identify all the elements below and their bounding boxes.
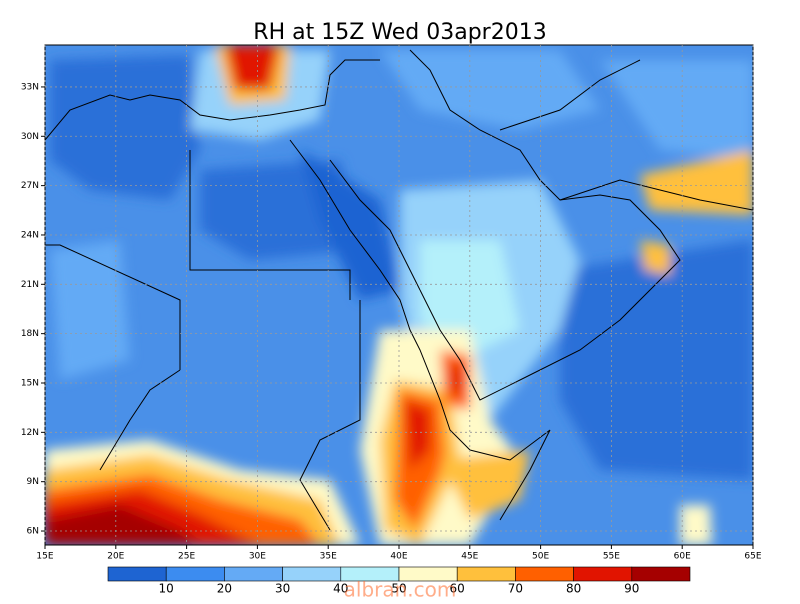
lat-tick-label: 6N	[27, 527, 39, 537]
lat-tick-label: 9N	[27, 477, 39, 487]
lat-tick-label: 33N	[21, 82, 39, 92]
lat-tick-label: 30N	[21, 132, 39, 142]
colorbar-box	[456, 566, 516, 582]
lon-tick-label: 40E	[390, 552, 407, 562]
lat-tick-label: 24N	[21, 230, 39, 240]
colorbar-label: 30	[275, 582, 290, 596]
lat-tick-label: 12N	[21, 428, 39, 438]
colorbar-box	[282, 566, 342, 582]
colorbar-label: 80	[566, 582, 581, 596]
colorbar-label: 50	[391, 582, 406, 596]
colorbar-label: 40	[333, 582, 348, 596]
colorbar-label: 20	[217, 582, 232, 596]
colorbar-box	[573, 566, 633, 582]
colorbar-box	[107, 566, 167, 582]
lon-tick-label: 30E	[249, 552, 266, 562]
lon-tick-label: 50E	[532, 552, 549, 562]
lon-tick-label: 55E	[603, 552, 620, 562]
lon-tick-label: 20E	[107, 552, 124, 562]
colorbar-box	[631, 566, 691, 582]
lat-tick-label: 21N	[21, 280, 39, 290]
map-title: RH at 15Z Wed 03apr2013	[253, 20, 546, 45]
lat-tick-label: 27N	[21, 181, 39, 191]
lat-tick-label: 15N	[21, 378, 39, 388]
colorbar-label: 60	[450, 582, 465, 596]
coastlines	[45, 49, 753, 531]
watermark: albran.com	[344, 578, 457, 601]
lat-tick-label: 18N	[21, 329, 39, 339]
lon-tick-label: 45E	[461, 552, 478, 562]
colorbar-box	[224, 566, 283, 582]
lon-tick-label: 25E	[178, 552, 195, 562]
colorbar-box	[165, 566, 225, 582]
colorbar-label: 90	[624, 582, 639, 596]
colorbar-label: 70	[508, 582, 523, 596]
lon-tick-label: 60E	[674, 552, 691, 562]
lon-tick-label: 15E	[36, 552, 53, 562]
lon-tick-label: 35E	[320, 552, 337, 562]
colorbar-label: 10	[159, 582, 174, 596]
lon-tick-label: 65E	[744, 552, 761, 562]
colorbar-box	[515, 566, 574, 582]
